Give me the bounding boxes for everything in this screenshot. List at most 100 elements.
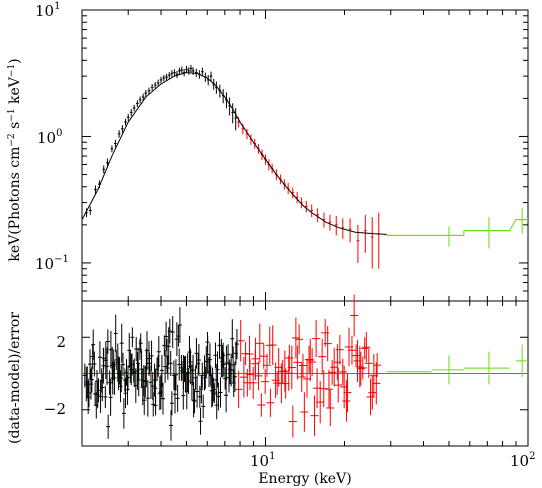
residual-point-s0-53 [130, 327, 135, 348]
upper-ytick-label-3: 10−1 [35, 254, 69, 273]
residual-point-s0-60 [136, 363, 141, 397]
residual-point-s0-16 [97, 341, 102, 374]
lower-ytick-label-1: 2 [56, 333, 66, 351]
upper-y-axis-title: keV(Photons cm−2 s−1 keV−1) [7, 58, 23, 261]
residual-point-s0-26 [106, 414, 111, 439]
residual-point-s0-42 [120, 352, 125, 377]
upper-ytick-label-1: 101 [35, 1, 60, 20]
residual-point-s0-25 [105, 329, 110, 354]
residual-point-s0-79 [153, 395, 158, 416]
residual-point-s1-53 [334, 367, 343, 403]
residual-point-s1-33 [297, 362, 306, 392]
residual-point-s0-48 [125, 365, 130, 390]
residual-point-s0-131 [200, 362, 205, 389]
spectrum-point-s0-48 [231, 103, 235, 124]
residual-point-s1-70 [366, 378, 375, 416]
residual-point-s1-17 [266, 388, 275, 417]
spectrum-point-s0-36 [194, 68, 198, 77]
residual-point-s0-106 [177, 307, 182, 344]
residual-point-s0-61 [137, 338, 142, 360]
residual-point-s1-32 [295, 324, 304, 355]
residual-point-s1-30 [291, 317, 300, 359]
residual-point-s0-145 [213, 342, 218, 369]
residual-point-s0-139 [208, 343, 213, 377]
residual-point-s1-14 [261, 369, 270, 395]
residual-point-s0-144 [212, 383, 217, 404]
residual-point-s0-120 [191, 354, 196, 386]
residual-point-s0-127 [196, 343, 201, 377]
residual-point-s1-66 [358, 356, 367, 380]
spectrum-point-s0-7 [114, 139, 117, 148]
residual-point-s0-86 [159, 354, 164, 386]
residual-point-s0-43 [121, 398, 126, 429]
residual-point-s1-29 [288, 405, 297, 438]
residual-point-s0-24 [105, 347, 110, 385]
residual-point-s0-93 [166, 327, 171, 366]
spectrum-point-s0-8 [117, 130, 121, 138]
spectrum-point-s0-12 [129, 108, 133, 117]
residual-point-s0-107 [179, 354, 184, 381]
residual-point-s1-48 [324, 369, 333, 409]
axis-ticks [81, 9, 529, 447]
residual-point-s0-81 [156, 354, 161, 377]
residual-point-s0-143 [211, 377, 216, 402]
spectrum-point-s0-34 [189, 64, 193, 73]
residual-point-s0-149 [216, 382, 221, 411]
spectrum-point-s0-9 [121, 125, 124, 133]
spectrum-point-s0-23 [162, 74, 166, 82]
spectrum-point-s1-15 [295, 191, 299, 204]
residual-point-s1-18 [268, 325, 277, 365]
spectrum-point-s0-21 [156, 79, 160, 87]
residual-point-s0-129 [198, 407, 203, 435]
residual-point-s0-148 [215, 351, 220, 388]
residual-point-s0-32 [111, 349, 116, 380]
spectrum-point-s0-38 [201, 67, 204, 77]
spectrum-point-s1-25 [356, 224, 360, 263]
residual-point-s1-1 [236, 320, 245, 362]
residual-point-s0-101 [173, 359, 178, 391]
spectrum-point-s1-26 [363, 214, 367, 253]
residual-point-s0-21 [101, 347, 106, 369]
residual-point-s1-24 [280, 350, 289, 392]
residual-point-s0-164 [230, 319, 235, 359]
residual-point-s0-150 [217, 331, 222, 359]
residual-point-s0-70 [145, 379, 150, 417]
spectrum-point-s0-27 [173, 69, 176, 77]
residual-point-s1-7 [249, 366, 258, 399]
residual-point-s1-69 [364, 348, 373, 379]
spectrum-point-s0-26 [170, 70, 174, 77]
residual-point-s2-2 [463, 351, 510, 385]
residual-point-s0-90 [164, 321, 169, 352]
residual-point-s1-2 [239, 356, 248, 398]
spectrum-point-s0-13 [132, 104, 136, 112]
xtick-label-1: 101 [250, 451, 275, 470]
spectrum-point-s0-18 [147, 87, 151, 95]
spectrum-point-s1-22 [334, 216, 338, 236]
residual-point-s0-155 [221, 352, 226, 377]
residual-point-s1-54 [335, 334, 344, 365]
residual-point-s1-57 [342, 380, 351, 422]
residual-point-s0-69 [145, 331, 150, 370]
spectrum-point-s0-15 [138, 96, 142, 104]
spectrum-point-s0-1 [88, 206, 92, 215]
residual-point-s0-125 [195, 375, 200, 408]
residual-point-s0-33 [112, 361, 117, 395]
residual-point-s0-84 [158, 374, 163, 410]
spectrum-point-s1-27 [370, 217, 374, 269]
spectrum-point-s0-16 [141, 93, 145, 101]
residual-point-s0-137 [205, 335, 210, 374]
residual-point-s0-163 [229, 353, 234, 387]
x-axis-title: Energy (keV) [258, 471, 351, 487]
spectrum-point-s0-28 [175, 70, 179, 78]
spectrum-point-s2-1 [431, 226, 464, 247]
residual-point-s0-40 [119, 364, 124, 393]
residual-point-s0-94 [167, 318, 172, 344]
residual-point-s0-157 [224, 378, 229, 413]
residual-point-s0-82 [156, 336, 161, 368]
residual-data-points [82, 294, 528, 441]
residual-point-s1-9 [251, 337, 260, 380]
spectrum-point-s1-19 [316, 208, 319, 223]
residual-point-s2-1 [431, 355, 464, 385]
spectrum-point-s1-21 [328, 214, 332, 231]
residual-point-s0-62 [138, 333, 143, 354]
